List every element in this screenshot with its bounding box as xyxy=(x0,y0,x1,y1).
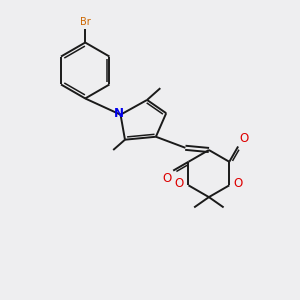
Text: O: O xyxy=(163,172,172,185)
Text: O: O xyxy=(240,132,249,145)
Text: N: N xyxy=(114,107,124,120)
Text: Br: Br xyxy=(80,17,91,27)
Text: O: O xyxy=(175,177,184,190)
Text: O: O xyxy=(234,177,243,190)
